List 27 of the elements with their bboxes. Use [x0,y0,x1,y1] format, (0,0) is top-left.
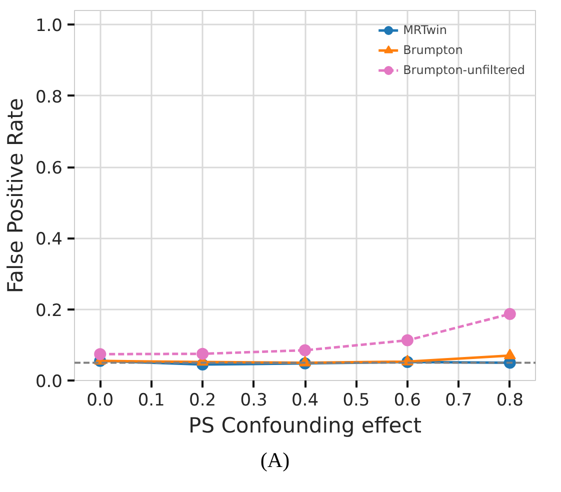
legend-label: Brumpton [403,43,463,57]
x-tick-label: 0.1 [138,390,165,410]
point [504,348,516,360]
point [94,348,106,360]
text: (A) [260,447,290,474]
point [401,334,414,346]
y-tick-label: 0.6 [35,158,63,179]
y-tick-label: 0.2 [35,300,63,321]
y-axis-title: False Positive Rate [3,98,28,294]
x-tick-label: 0.0 [86,390,114,410]
x-tick-label: 0.5 [342,390,370,410]
y-tick-label: 0.4 [35,230,63,250]
x-tick-label: 0.8 [496,390,524,410]
x-tick-label: 0.2 [189,390,216,410]
x-tick-label: 0.4 [291,390,319,410]
x-tick-label: 0.7 [445,390,472,410]
x-tick-label: 0.3 [240,390,268,410]
y-tick-label: 1.0 [35,16,63,36]
point [504,308,516,320]
y-tick-label: 0.8 [35,87,63,108]
point [299,344,311,356]
legend-label: Brumpton-unfiltered [403,63,525,77]
point [196,348,209,360]
y-tick-label: 0.0 [35,372,63,392]
legend-label: MRTwin [403,23,447,37]
x-tick-label: 0.6 [394,390,421,410]
x-axis-title: PS Confounding effect [188,414,422,438]
